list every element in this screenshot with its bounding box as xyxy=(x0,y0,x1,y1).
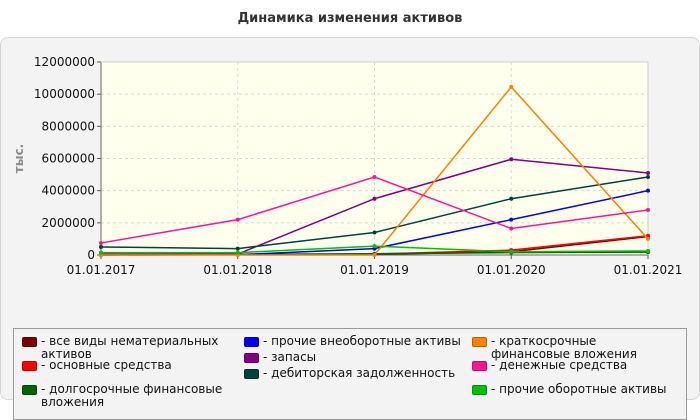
legend-item: - дебиторская задолженность xyxy=(244,367,455,380)
legend-item: - денежные средства xyxy=(472,359,677,372)
y-tick-label: 8000000 xyxy=(42,119,95,133)
legend-item: - основные средства xyxy=(22,359,232,372)
chart-title: Динамика изменения активов xyxy=(237,11,463,26)
x-tick-label: 01.01.2021 xyxy=(614,263,683,277)
legend-label: - дебиторская задолженность xyxy=(263,366,456,380)
data-point xyxy=(235,250,240,255)
y-tick-label: 0 xyxy=(87,248,95,262)
data-point xyxy=(372,253,377,257)
legend-label: - запасы xyxy=(263,350,317,364)
x-tick-label: 01.01.2020 xyxy=(477,263,546,277)
data-point xyxy=(509,217,514,222)
legend-swatch xyxy=(244,369,259,379)
chart-frame: 0 2000000 4000000 6000000 8000000 10000000 120… xyxy=(0,37,700,420)
legend-item: - запасы xyxy=(244,351,316,364)
legend-label: - краткосрочные финансовые вложения xyxy=(491,334,637,361)
chart-plot: 0 2000000 4000000 6000000 8000000 10000000 120… xyxy=(12,55,683,277)
legend-label: - прочие оборотные активы xyxy=(491,382,667,396)
legend-item: - все виды нематериальных активов xyxy=(22,335,232,361)
data-point xyxy=(99,244,103,249)
data-point xyxy=(646,188,650,193)
legend-swatch xyxy=(244,337,259,347)
legend-swatch xyxy=(472,337,487,347)
y-tick-label: 10000000 xyxy=(34,87,95,101)
data-point xyxy=(509,84,514,89)
data-point xyxy=(235,217,240,222)
legend-swatch xyxy=(22,361,37,371)
data-point xyxy=(372,244,377,249)
legend-swatch xyxy=(472,361,487,371)
data-point xyxy=(372,230,377,235)
legend-item: - краткосрочные финансовые вложения xyxy=(472,335,677,361)
data-point xyxy=(509,196,514,201)
legend-label: - денежные средства xyxy=(491,358,628,372)
legend: - все виды нематериальных активов - основ… xyxy=(13,328,687,420)
data-point xyxy=(509,157,514,162)
data-point xyxy=(646,170,650,175)
x-tick-label: 01.01.2018 xyxy=(203,263,272,277)
legend-label: - долгосрочные финансовые вложения xyxy=(41,382,223,409)
legend-item: - долгосрочные финансовые вложения xyxy=(22,383,232,409)
x-tick-label: 01.01.2017 xyxy=(67,263,136,277)
x-tick-label: 01.01.2019 xyxy=(340,263,409,277)
legend-item: - прочие внеоборотные активы xyxy=(244,335,461,348)
data-point xyxy=(646,207,650,212)
data-point xyxy=(646,236,650,241)
data-point xyxy=(646,248,650,253)
legend-label: - прочие внеоборотные активы xyxy=(263,334,461,348)
data-point xyxy=(509,249,514,254)
y-tick-label: 6000000 xyxy=(42,152,95,166)
y-tick-label: 12000000 xyxy=(34,55,95,69)
data-point xyxy=(372,196,377,201)
data-point xyxy=(646,174,650,179)
legend-label: - основные средства xyxy=(41,358,172,372)
legend-swatch xyxy=(22,385,37,395)
legend-label: - все виды нематериальных активов xyxy=(41,334,219,361)
data-point xyxy=(235,246,240,251)
y-tick-label: 2000000 xyxy=(42,216,95,230)
legend-swatch xyxy=(472,385,487,395)
y-tick-label: 4000000 xyxy=(42,184,95,198)
legend-item: - прочие оборотные активы xyxy=(472,383,677,396)
data-point xyxy=(99,240,103,245)
y-axis-label: тыс. xyxy=(12,144,26,173)
data-point xyxy=(99,250,103,255)
data-point xyxy=(509,226,514,231)
data-point xyxy=(372,174,377,179)
legend-swatch xyxy=(244,353,259,363)
legend-swatch xyxy=(22,337,37,347)
